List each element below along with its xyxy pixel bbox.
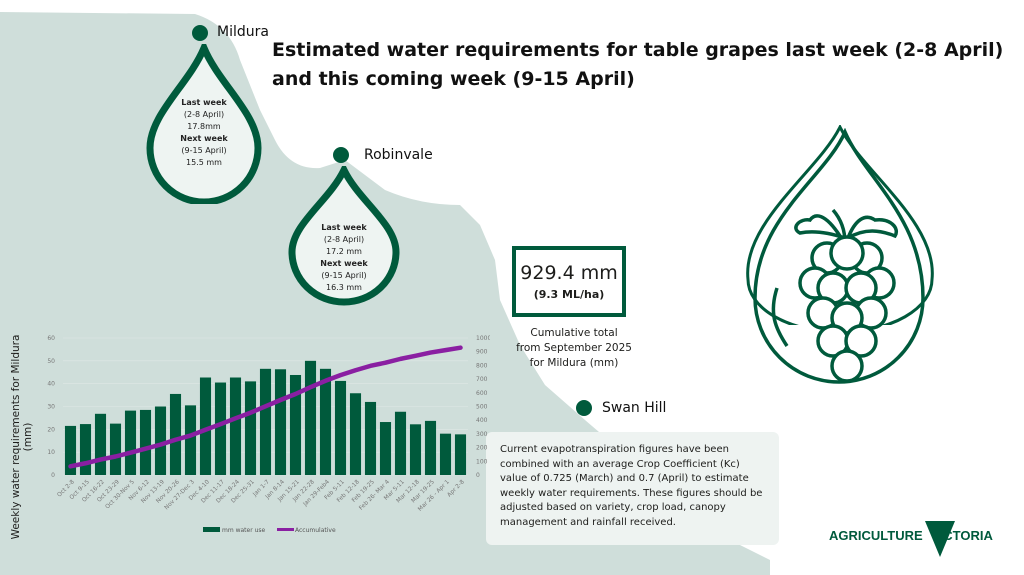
bar: [199, 377, 212, 475]
bar: [259, 368, 272, 475]
y-tick-label: 60: [47, 335, 55, 342]
bar: [379, 422, 392, 475]
last-week-label: Last week: [181, 98, 227, 107]
cumulative-total-box: 929.4 mm (9.3 ML/ha): [512, 246, 626, 317]
mildura-drop-icon: [146, 44, 262, 204]
grapes-icon: [753, 128, 925, 384]
y2-tick-label: 100: [476, 458, 488, 465]
last-week-value: 17.8mm: [187, 122, 221, 131]
y2-tick-label: 500: [476, 404, 488, 411]
next-week-dates: (9-15 April): [321, 271, 367, 280]
last-week-value: 17.2 mm: [326, 247, 362, 256]
logo-text-right: VICTORIA: [931, 528, 993, 543]
legend-swatch-line: [277, 528, 294, 531]
logo-mark: AGRICULTURE VICTORIA: [829, 521, 993, 557]
bar: [439, 433, 452, 475]
bar: [184, 405, 197, 475]
bar: [334, 380, 347, 475]
bar: [139, 409, 152, 475]
y2-tick-label: 0: [476, 472, 480, 479]
methodology-note: Current evapotranspiration figures have …: [486, 432, 779, 545]
last-week-dates: (2-8 April): [183, 110, 225, 119]
caption-line: Cumulative total: [530, 327, 618, 339]
bar: [289, 374, 302, 475]
x-tick-label: Apr 2-8: [447, 479, 467, 499]
bar: [409, 424, 422, 475]
y2-tick-label: 900: [476, 349, 488, 356]
last-week-label: Last week: [321, 223, 367, 232]
y-tick-label: 30: [47, 404, 55, 411]
bar: [109, 423, 122, 475]
y2-tick-label: 800: [476, 362, 488, 369]
bar: [349, 393, 362, 475]
last-week-dates: (2-8 April): [323, 235, 365, 244]
total-mlha: (9.3 ML/ha): [533, 288, 605, 301]
bar: [319, 368, 332, 475]
y2-tick-label: 400: [476, 417, 488, 424]
bar: [64, 425, 77, 475]
y2-tick-label: 600: [476, 390, 488, 397]
y2-tick-label: 200: [476, 445, 488, 452]
bar: [229, 377, 242, 475]
bar: [214, 382, 227, 475]
robinvale-label: Robinvale: [364, 147, 433, 163]
next-week-label: Next week: [320, 259, 368, 268]
bar: [244, 381, 257, 475]
bar: [94, 413, 107, 475]
next-week-dates: (9-15 April): [181, 146, 227, 155]
legend-label-line: Accumulative: [295, 527, 336, 534]
next-week-value: 16.3 mm: [326, 283, 362, 292]
next-week-value: 15.5 mm: [186, 158, 222, 167]
next-week-label: Next week: [180, 134, 228, 143]
bar: [154, 406, 167, 475]
y-tick-label: 50: [47, 358, 55, 365]
bar: [364, 401, 377, 475]
agriculture-victoria-logo: AGRICULTURE VICTORIA: [828, 515, 998, 569]
y-tick-label: 40: [47, 381, 55, 388]
legend-swatch-bars: [203, 527, 220, 532]
grape-water-drop-icon: [746, 125, 934, 325]
accumulative-line: [68, 345, 463, 469]
bar: [274, 369, 287, 475]
bar: [304, 360, 317, 475]
bar: [169, 393, 182, 475]
y2-tick-label: 1000: [476, 335, 490, 342]
robinvale-drop-text: Last week (2-8 April) 17.2 mm Next week …: [302, 222, 386, 294]
total-mm: 929.4 mm: [520, 262, 618, 284]
bar: [124, 410, 137, 475]
mildura-drop-text: Last week (2-8 April) 17.8mm Next week (…: [164, 97, 244, 169]
water-use-chart: 0102030405060010020030040050060070080090…: [47, 335, 490, 534]
page-title: Estimated water requirements for table g…: [272, 39, 1004, 90]
y2-tick-label: 700: [476, 376, 488, 383]
y-tick-label: 0: [51, 472, 55, 479]
bar: [394, 411, 407, 475]
legend-label-bars: mm water use: [222, 527, 266, 534]
y-tick-label: 10: [47, 449, 55, 456]
mildura-label: Mildura: [217, 24, 269, 40]
swan-hill-marker: [576, 400, 592, 416]
robinvale-drop-icon: [288, 166, 400, 306]
y2-tick-label: 300: [476, 431, 488, 438]
mildura-marker: [192, 25, 208, 41]
logo-text-left: AGRICULTURE: [829, 528, 923, 543]
swan-hill-label: Swan Hill: [602, 400, 667, 416]
cumulative-caption: Cumulative total from September 2025 for…: [494, 326, 654, 371]
caption-line: from September 2025: [516, 342, 632, 354]
caption-line: for Mildura (mm): [529, 357, 619, 369]
bar: [454, 434, 467, 475]
bar: [79, 424, 92, 475]
bar: [424, 420, 437, 475]
y-tick-label: 20: [47, 426, 55, 433]
robinvale-marker: [333, 147, 349, 163]
chart-legend: mm water use Accumulative: [203, 527, 336, 534]
